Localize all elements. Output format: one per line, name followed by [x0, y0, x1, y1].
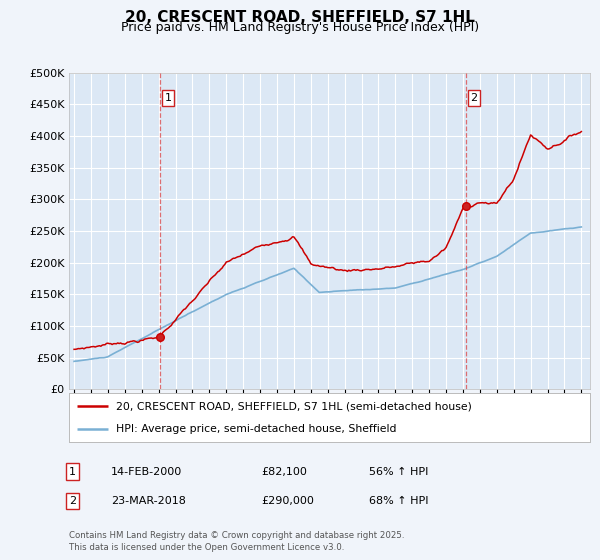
Text: £82,100: £82,100 — [261, 466, 307, 477]
Text: Contains HM Land Registry data © Crown copyright and database right 2025.
This d: Contains HM Land Registry data © Crown c… — [69, 531, 404, 552]
Text: 68% ↑ HPI: 68% ↑ HPI — [369, 496, 428, 506]
Text: Price paid vs. HM Land Registry's House Price Index (HPI): Price paid vs. HM Land Registry's House … — [121, 21, 479, 34]
Text: HPI: Average price, semi-detached house, Sheffield: HPI: Average price, semi-detached house,… — [116, 424, 397, 434]
Text: 2: 2 — [470, 93, 478, 103]
Text: £290,000: £290,000 — [261, 496, 314, 506]
Text: 14-FEB-2000: 14-FEB-2000 — [111, 466, 182, 477]
Text: 56% ↑ HPI: 56% ↑ HPI — [369, 466, 428, 477]
Text: 2: 2 — [69, 496, 76, 506]
Text: 1: 1 — [164, 93, 172, 103]
Text: 20, CRESCENT ROAD, SHEFFIELD, S7 1HL (semi-detached house): 20, CRESCENT ROAD, SHEFFIELD, S7 1HL (se… — [116, 402, 472, 412]
Text: 20, CRESCENT ROAD, SHEFFIELD, S7 1HL: 20, CRESCENT ROAD, SHEFFIELD, S7 1HL — [125, 10, 475, 25]
Text: 23-MAR-2018: 23-MAR-2018 — [111, 496, 186, 506]
Text: 1: 1 — [69, 466, 76, 477]
